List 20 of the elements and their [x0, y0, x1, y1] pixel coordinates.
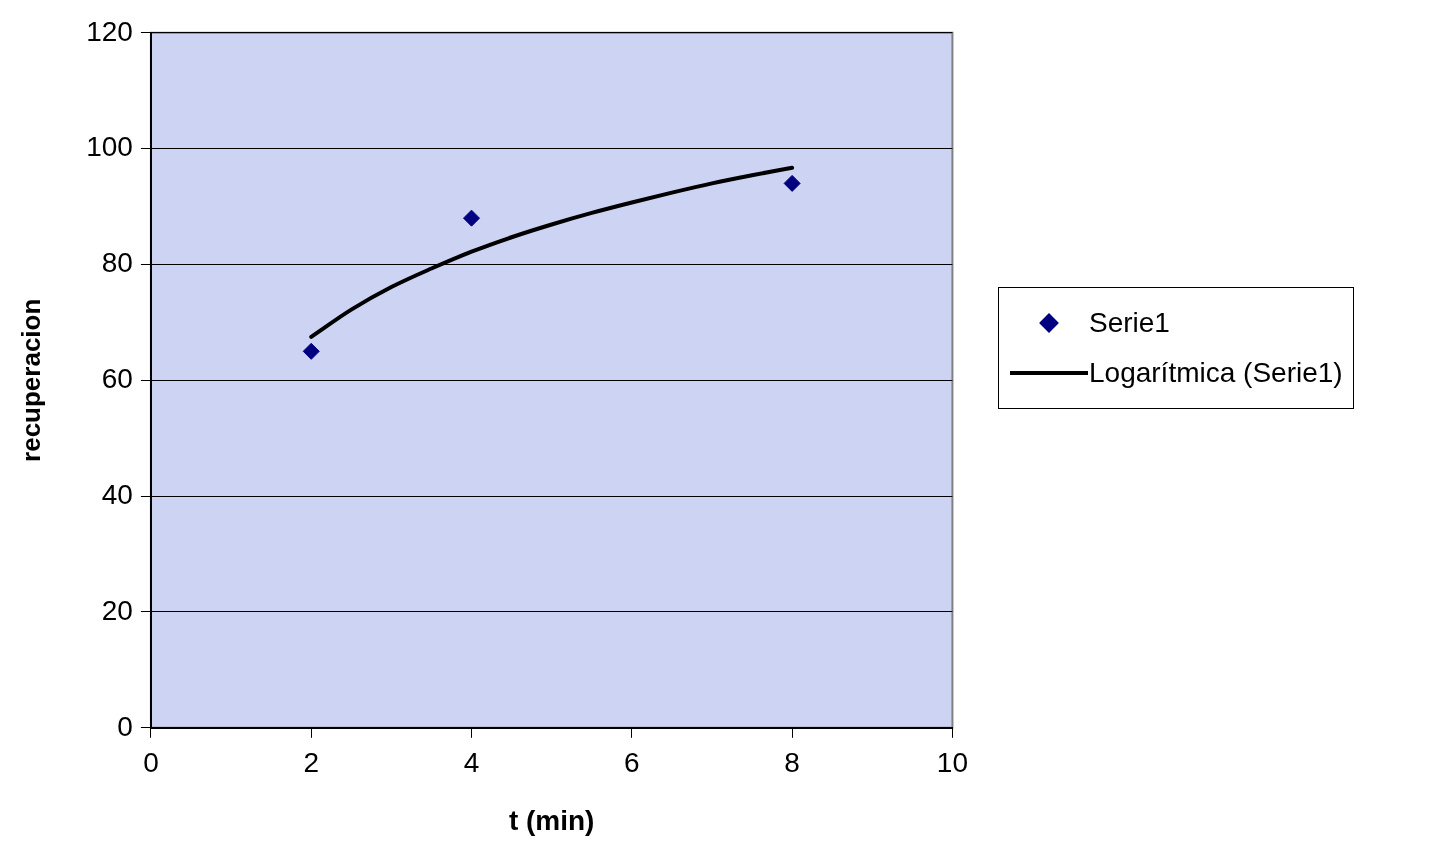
y-tick-label: 120: [86, 15, 133, 47]
legend-label: Logarítmica (Serie1): [1089, 357, 1343, 389]
x-tick-label: 4: [463, 747, 480, 779]
legend-label: Serie1: [1089, 307, 1170, 339]
y-tick-label: 40: [101, 478, 133, 510]
y-tick-label: 100: [86, 131, 133, 163]
point: [302, 342, 320, 360]
x-axis-title: t (min): [508, 804, 595, 836]
y-axis-title: recuperacion: [15, 298, 46, 462]
x-tick-label: 0: [143, 747, 159, 779]
x-tick-label: 10: [936, 747, 969, 779]
x-tick-label: 2: [303, 747, 320, 779]
y-tick-label: 0: [117, 710, 133, 742]
point: [463, 209, 481, 227]
y-tick-label: 20: [101, 594, 133, 626]
y-tick-label: 80: [101, 247, 133, 279]
x-tick-label: 8: [784, 747, 800, 779]
x-tick-label: 6: [624, 747, 640, 779]
point: [783, 174, 801, 192]
y-tick-label: 60: [101, 363, 133, 395]
